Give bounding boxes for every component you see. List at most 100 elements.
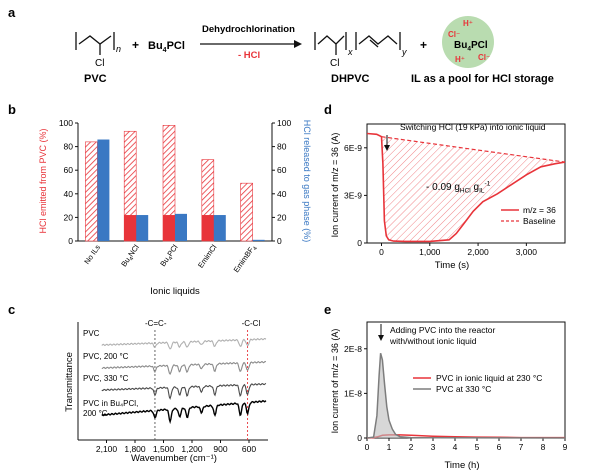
e-xtick-label: 8	[541, 442, 546, 452]
b-ytick-left-label: 20	[64, 212, 74, 222]
pool-reagent: Bu4PCl	[454, 40, 488, 53]
b-category-label: Bu4PCl	[158, 243, 181, 270]
b-ytick-left-label: 40	[64, 189, 74, 199]
d-xtick-label: 3,000	[516, 247, 538, 257]
scheme-panel: a Cl n PVC + Bu4PCl Dehydrochlorination …	[8, 5, 554, 85]
c-lines: PVC PVC, 200 °C PVC, 330 °C PVC in Bu₄PCl,2…	[83, 329, 267, 425]
b-ylabel-left: HCl emitted from PVC (%)	[38, 128, 48, 233]
d-legend-baseline: Baseline	[523, 216, 556, 226]
c-xtick-label: 600	[242, 444, 256, 454]
dhpvc-label: DHPVC	[331, 73, 370, 85]
c-marker-label: -C=C-	[145, 319, 167, 328]
b-ytick-right-label: 80	[277, 142, 287, 152]
c-marker-label: -C-Cl	[242, 319, 261, 328]
d-legend: m/z = 36 Baseline	[501, 205, 556, 226]
b-ticks: No ILs Bu4NCl Bu4PCl EmimCl EmimBF4	[82, 243, 259, 274]
d-frame	[366, 123, 566, 244]
b-bar-released	[97, 139, 110, 241]
pvc-n-label: n	[116, 44, 121, 54]
c-xlabel: Wavenumber (cm⁻¹)	[131, 453, 217, 464]
e-series-line	[366, 353, 566, 439]
c-series-label: PVC	[83, 329, 100, 338]
b-bar-released	[213, 215, 226, 241]
e-ylabel: Ion current of m/z = 36 (A)	[330, 329, 340, 434]
b-category-label: Bu4NCl	[119, 243, 142, 270]
e-xtick-label: 1	[387, 442, 392, 452]
b-bar-retained	[163, 215, 175, 241]
d-xtick-label: 1,000	[419, 247, 441, 257]
b-bar-retained	[201, 215, 214, 241]
b-bar-emitted	[85, 141, 98, 242]
il-pool-circle	[442, 16, 494, 68]
d-xtick-label: 2,000	[467, 247, 489, 257]
b-ytick-right-label: 0	[277, 236, 282, 246]
e-xtick-label: 2	[409, 442, 414, 452]
b-category-label: EmimCl	[196, 243, 219, 270]
b-bar-released	[252, 239, 265, 241]
d-lines	[366, 132, 566, 243]
d-xlabel: Time (s)	[435, 260, 469, 271]
c-xtick-label: 2,100	[96, 444, 118, 454]
d-legend-mz: m/z = 36	[523, 205, 556, 215]
panel-c-label: c	[8, 302, 15, 317]
b-bar-retained	[124, 215, 137, 241]
pool-cl-left: Cl⁻	[448, 30, 460, 39]
pool-cl-right: Cl⁻	[478, 53, 490, 62]
d-ytick-label: 0	[357, 238, 362, 248]
d-arrowhead-icon	[384, 145, 390, 151]
chart-b: b HCl emitted from PVC (%) HCl released …	[8, 102, 312, 297]
panel-d-label: d	[324, 102, 332, 117]
dhpvc-structure	[314, 32, 401, 55]
d-baseline-line	[381, 136, 566, 163]
c-spectrum-line	[101, 360, 267, 375]
e-series-fill	[367, 353, 565, 438]
b-bar-released	[136, 215, 149, 241]
e-xtick-label: 5	[475, 442, 480, 452]
e-axes: 0 1 2 3 4 5 6 7 8 9 0 1E-8 2E-8	[344, 321, 568, 452]
b-ytick-right-label: 60	[277, 165, 287, 175]
d-ytick-label: 6E-9	[344, 143, 362, 153]
e-legend-pvc: PVC at 330 °C	[436, 384, 491, 394]
plus-sign-1: +	[132, 38, 139, 52]
c-xtick-label: 1,500	[153, 444, 175, 454]
b-bar-emitted	[240, 182, 253, 242]
panel-b-label: b	[8, 102, 16, 117]
d-annotation: Switching HCl (19 kPa) into ionic liquid	[400, 122, 546, 132]
b-ytick-right-label: 40	[277, 189, 287, 199]
e-legend: PVC in ionic liquid at 230 °C PVC at 330…	[413, 373, 542, 394]
e-arrowhead-icon	[378, 335, 384, 341]
b-ytick-left-label: 0	[68, 236, 73, 246]
d-axes: 0 1,000 2,000 3,000 0 3E-9 6E-9	[344, 123, 566, 257]
pvc-cl-label: Cl	[95, 58, 104, 69]
e-xtick-label: 9	[563, 442, 568, 452]
pvc-label: PVC	[84, 73, 107, 85]
dhpvc-x-label: x	[347, 47, 353, 57]
d-hatched-area	[381, 136, 565, 242]
b-ytick-right-label: 100	[277, 118, 291, 128]
c-spectrum-line	[101, 382, 267, 400]
e-annotation-line1: Adding PVC into the reactor	[390, 325, 496, 335]
dhpvc-y-label: y	[401, 47, 407, 57]
b-xlabel: Ionic liquids	[150, 286, 200, 297]
pvc-structure	[75, 32, 115, 55]
b-bar-released	[175, 213, 187, 241]
e-ytick-label: 1E-8	[344, 388, 362, 398]
c-xtick-label: 1,200	[181, 444, 203, 454]
e-lines	[366, 353, 566, 439]
b-ytick-left-label: 100	[59, 118, 73, 128]
e-xtick-label: 7	[519, 442, 524, 452]
d-xtick-label: 0	[379, 247, 384, 257]
dhpvc-cl-label: Cl	[330, 58, 339, 69]
e-legend-il: PVC in ionic liquid at 230 °C	[436, 373, 542, 383]
e-xtick-label: 6	[497, 442, 502, 452]
c-ylabel: Transmittance	[64, 352, 75, 412]
pool-h-top: H⁺	[463, 19, 473, 28]
reagent-label: Bu4PCl	[148, 40, 185, 54]
c-xtick-label: 900	[213, 444, 227, 454]
b-ytick-right-label: 20	[277, 212, 287, 222]
panel-e-label: e	[324, 302, 331, 317]
b-ytick-left-label: 60	[64, 165, 74, 175]
e-xtick-label: 4	[453, 442, 458, 452]
c-xtick-label: 1,800	[124, 444, 146, 454]
arrow-top-label: Dehydrochlorination	[202, 24, 295, 35]
